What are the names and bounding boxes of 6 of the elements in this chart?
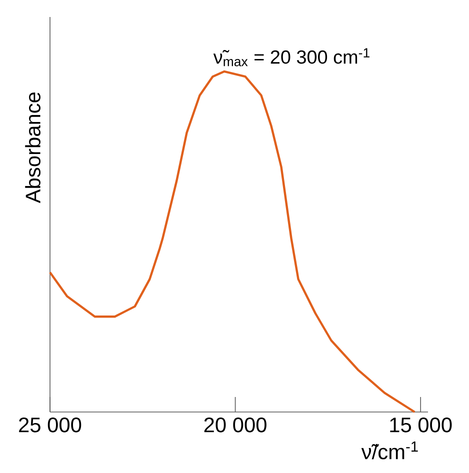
annotation: ν̃$_{max}$ = 20 300 cm$^{-1}$ xyxy=(213,48,370,66)
x-axis-title: ν̃/cm$^{-1}$ xyxy=(361,442,418,460)
y-axis-title: Absorbance xyxy=(25,92,40,204)
x-tick-label: 25 000 xyxy=(19,418,82,432)
x-tick-label: 15 000 xyxy=(390,418,452,432)
x-tick-label: 20 000 xyxy=(204,418,266,432)
